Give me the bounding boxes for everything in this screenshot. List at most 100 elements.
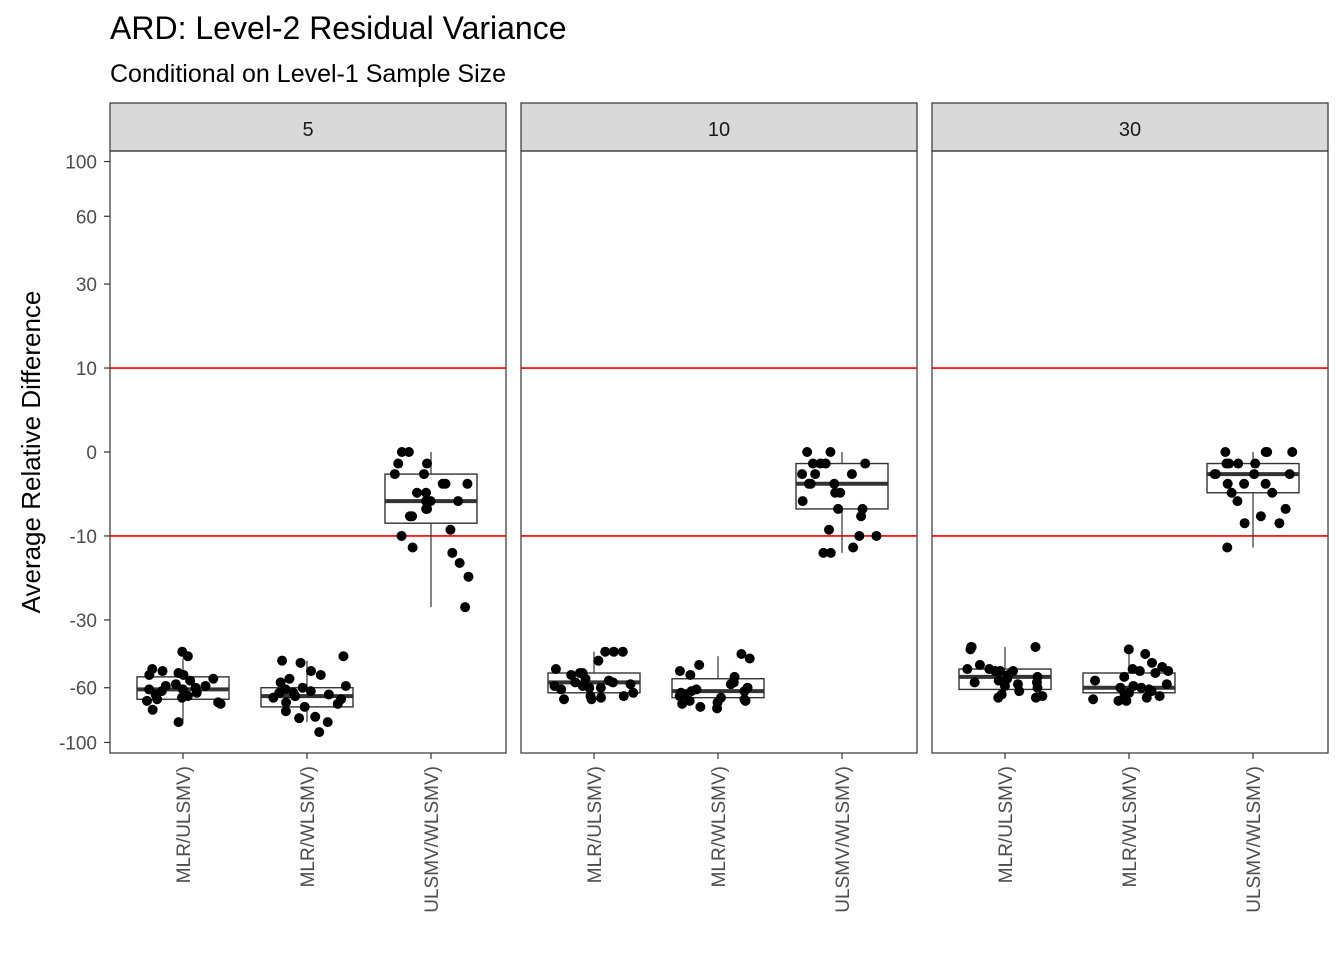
data-point: [1250, 458, 1261, 469]
facet-strip: [109, 102, 507, 152]
data-point: [677, 698, 688, 709]
data-point: [1030, 692, 1041, 703]
data-point: [797, 469, 808, 480]
data-point: [306, 666, 317, 677]
data-point: [460, 602, 471, 613]
data-point: [962, 664, 973, 675]
data-point: [608, 646, 619, 657]
data-point: [1260, 478, 1271, 489]
facet-label: 30: [1119, 119, 1141, 141]
x-tick-label: MLR/ULSMV): [174, 766, 195, 883]
data-point: [1154, 691, 1165, 702]
data-point: [1220, 447, 1231, 457]
facet-label: 10: [708, 119, 730, 141]
data-point: [421, 503, 432, 514]
data-point: [628, 687, 639, 698]
y-tick-label: 60: [76, 207, 97, 228]
data-point: [871, 530, 882, 541]
data-point: [421, 496, 432, 507]
data-point: [566, 669, 577, 680]
x-tick-label: MLR/WLSMV): [709, 766, 730, 887]
data-point: [322, 717, 333, 728]
y-tick-label: 0: [86, 443, 97, 464]
data-point: [607, 677, 618, 688]
data-point: [185, 675, 196, 686]
data-point: [820, 458, 831, 469]
data-point: [1088, 694, 1099, 705]
x-tick-label: MLR/WLSMV): [1120, 766, 1141, 887]
y-axis-label: Average Relative Difference: [16, 291, 46, 614]
data-point: [1239, 478, 1250, 489]
data-point: [157, 666, 168, 677]
data-point: [595, 682, 606, 693]
data-point: [462, 478, 473, 489]
x-tick-label: MLR/ULSMV): [996, 766, 1017, 883]
panel-border: [931, 150, 1329, 754]
data-point: [593, 655, 604, 666]
y-tick-label: 30: [76, 275, 97, 296]
data-point: [802, 447, 813, 457]
data-point: [833, 503, 844, 514]
data-point: [825, 447, 836, 457]
data-point: [1233, 458, 1244, 469]
data-point: [860, 458, 871, 469]
data-point: [825, 547, 836, 558]
data-point: [1222, 478, 1233, 489]
data-point: [463, 571, 474, 582]
data-point: [969, 677, 980, 688]
data-point: [389, 469, 400, 480]
data-point: [818, 547, 829, 558]
data-point: [152, 694, 163, 705]
data-point: [725, 679, 736, 690]
data-point: [1262, 447, 1273, 457]
data-point: [340, 680, 351, 691]
data-point: [854, 530, 865, 541]
data-point: [299, 701, 310, 712]
data-point: [453, 496, 464, 507]
x-tick-label: ULSMV/WLSMV): [1244, 766, 1265, 913]
data-point: [305, 686, 316, 697]
data-point: [625, 679, 636, 690]
data-point: [584, 682, 595, 693]
data-point: [173, 717, 184, 728]
data-point: [178, 669, 189, 680]
data-point: [810, 469, 821, 480]
data-point: [1136, 682, 1147, 693]
data-point: [807, 458, 818, 469]
data-point: [685, 669, 696, 680]
data-point: [830, 487, 841, 498]
data-point: [674, 666, 685, 677]
data-point: [1134, 666, 1145, 677]
data-point: [315, 669, 326, 680]
data-point: [550, 664, 561, 675]
data-point: [147, 704, 158, 715]
data-point: [295, 657, 306, 668]
data-point: [314, 727, 325, 738]
data-point: [294, 713, 305, 724]
data-point: [1284, 469, 1295, 480]
data-point: [974, 659, 985, 670]
data-point: [142, 695, 153, 706]
data-point: [144, 669, 155, 680]
data-point: [323, 689, 334, 700]
data-point: [447, 547, 458, 558]
data-point: [1113, 695, 1124, 706]
data-point: [1287, 447, 1298, 457]
data-point: [556, 684, 567, 695]
data-point: [739, 686, 750, 697]
data-point: [404, 511, 415, 522]
data-point: [1119, 671, 1130, 682]
data-point: [1226, 487, 1237, 498]
data-point: [1123, 644, 1134, 655]
facet-label: 5: [302, 119, 313, 141]
chart-subtitle: Conditional on Level-1 Sample Size: [110, 60, 507, 88]
data-point: [586, 694, 597, 705]
data-point: [176, 692, 187, 703]
data-point: [393, 458, 404, 469]
data-point: [1249, 469, 1260, 480]
data-point: [208, 673, 219, 684]
data-point: [182, 651, 193, 662]
data-point: [396, 530, 407, 541]
data-point: [1163, 666, 1174, 677]
x-tick-label: ULSMV/WLSMV): [833, 766, 854, 913]
